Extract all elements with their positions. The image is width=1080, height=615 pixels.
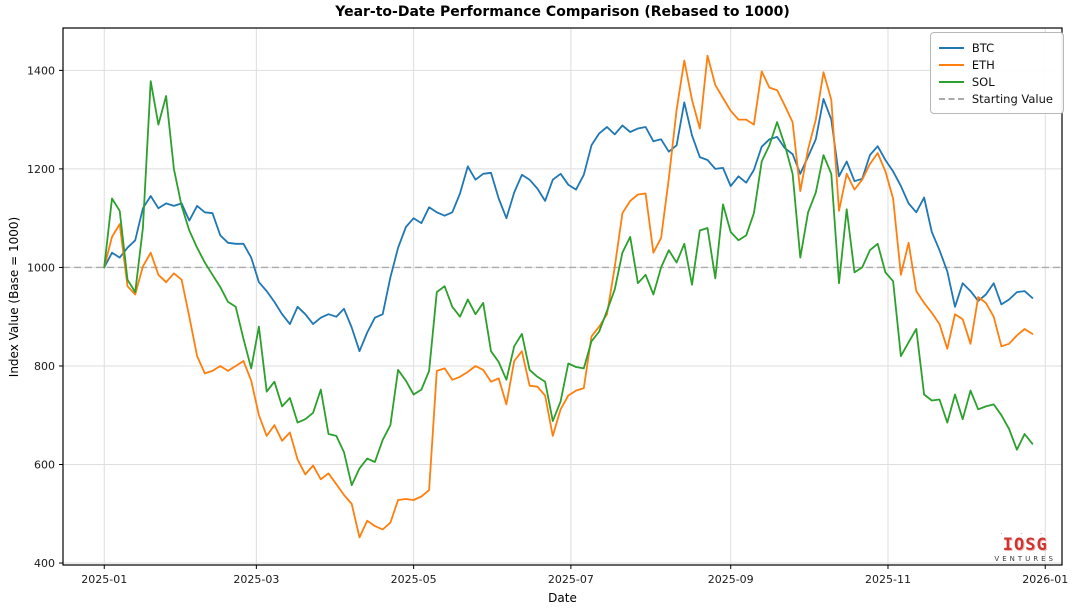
watermark-brand-text: IOSG <box>1002 535 1048 555</box>
legend-swatch-icon <box>938 80 964 83</box>
legend-item-eth: ETH <box>938 56 1053 73</box>
svg-text:600: 600 <box>34 458 55 471</box>
legend-swatch-icon <box>938 46 964 49</box>
svg-text:400: 400 <box>34 557 55 570</box>
watermark-sub-text: VENTURES <box>994 555 1056 563</box>
legend-label: ETH <box>971 57 995 72</box>
svg-text:2026-01: 2026-01 <box>1022 573 1068 586</box>
legend-swatch-icon <box>938 63 964 66</box>
watermark-logo: · · · IOSG VENTURES <box>994 532 1056 563</box>
y-axis-label: Index Value (Base = 1000) <box>7 216 21 378</box>
chart-title: Year-to-Date Performance Comparison (Reb… <box>335 4 790 20</box>
svg-text:1200: 1200 <box>27 163 55 176</box>
legend-label: BTC <box>971 40 995 55</box>
svg-text:2025-05: 2025-05 <box>391 573 437 586</box>
legend: BTC ETH SOL Starting Value <box>929 32 1064 114</box>
svg-text:2025-09: 2025-09 <box>708 573 754 586</box>
svg-text:2025-03: 2025-03 <box>233 573 279 586</box>
legend-item-btc: BTC <box>938 39 1053 56</box>
svg-text:1000: 1000 <box>27 261 55 274</box>
svg-text:2025-07: 2025-07 <box>548 573 594 586</box>
x-axis-label: Date <box>548 591 577 605</box>
watermark-dots: · · · <box>1000 531 1050 538</box>
svg-text:800: 800 <box>34 360 55 373</box>
legend-item-starting-value: Starting Value <box>938 90 1053 107</box>
legend-swatch-icon <box>938 97 964 100</box>
legend-item-sol: SOL <box>938 73 1053 90</box>
svg-text:2025-11: 2025-11 <box>865 573 911 586</box>
svg-text:2025-01: 2025-01 <box>81 573 127 586</box>
legend-label: Starting Value <box>971 91 1053 106</box>
svg-text:1400: 1400 <box>27 64 55 77</box>
legend-label: SOL <box>971 74 995 89</box>
